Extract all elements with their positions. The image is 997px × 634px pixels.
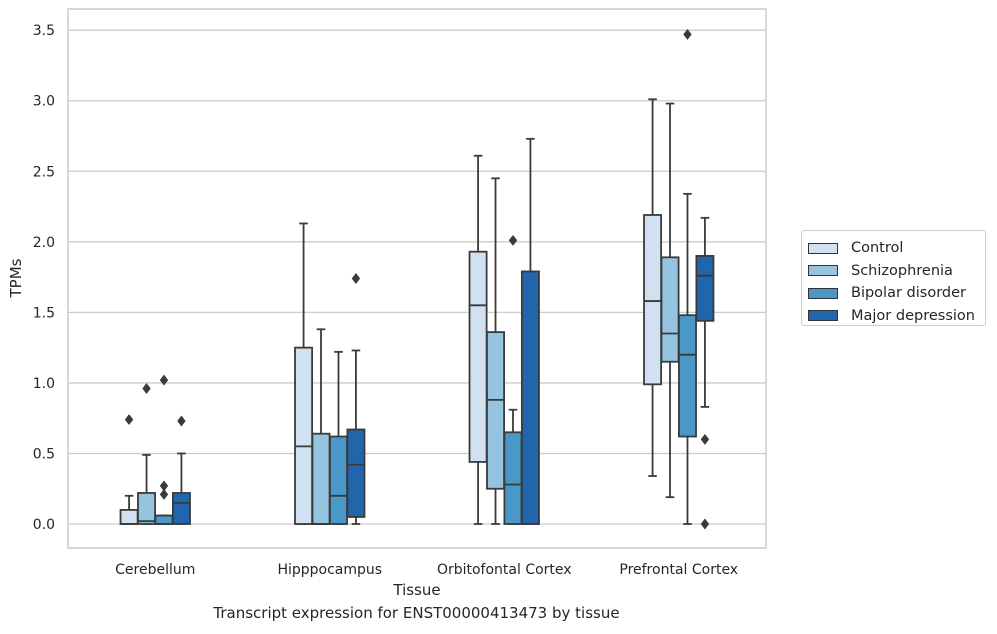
box-iqr: [486, 331, 505, 490]
box-iqr: [520, 270, 540, 525]
outlier-point: [351, 273, 361, 284]
outlier-point: [159, 374, 169, 386]
boxplot-marks: [119, 28, 715, 530]
box-major-depression-prefrontal-cortex: [695, 216, 715, 530]
x-axis-label: Tissue: [392, 581, 440, 599]
box-iqr: [154, 514, 174, 525]
legend-label-schizophrenia: Schizophrenia: [851, 262, 953, 279]
box-bipolar-disorder-prefrontal-cortex: [678, 28, 697, 525]
outlier-point: [159, 480, 169, 492]
y-tick-label: 0.5: [33, 446, 55, 462]
y-tick-label: 2.5: [33, 164, 55, 180]
y-tick-label: 3.5: [33, 23, 55, 39]
legend-label-bipolar-disorder: Bipolar disorder: [851, 285, 966, 302]
box-bipolar-disorder-orbitofontal-cortex: [503, 234, 523, 525]
box-bipolar-disorder-hipppocampus: [329, 350, 348, 525]
box-major-depression-orbitofontal-cortex: [520, 137, 540, 525]
x-tick-label: Orbitofontal Cortex: [437, 562, 572, 578]
box-iqr: [346, 428, 366, 518]
legend-item-schizophrenia: Schizophrenia: [808, 260, 985, 283]
box-iqr: [468, 250, 488, 463]
legend-swatch-bipolar-disorder: [808, 287, 838, 299]
box-iqr: [695, 255, 715, 322]
box-iqr: [171, 492, 191, 525]
box-iqr: [311, 432, 331, 525]
box-iqr: [119, 509, 139, 525]
box-schizophrenia-cerebellum: [137, 383, 156, 525]
box-bipolar-disorder-cerebellum: [154, 374, 174, 525]
legend-swatch-major-depression: [808, 310, 838, 322]
box-iqr: [294, 346, 314, 525]
box-schizophrenia-hipppocampus: [311, 328, 331, 525]
box-control-cerebellum: [119, 414, 139, 525]
box-control-hipppocampus: [294, 222, 314, 525]
x-tick-label: Hipppocampus: [277, 562, 382, 578]
x-tick-label: Cerebellum: [115, 562, 195, 578]
box-control-prefrontal-cortex: [643, 98, 663, 477]
legend-item-major-depression: Major depression: [808, 305, 985, 328]
legend-item-bipolar-disorder: Bipolar disorder: [808, 282, 985, 305]
y-tick-label: 3.0: [33, 94, 55, 110]
box-iqr: [660, 256, 680, 363]
outlier-point: [700, 518, 710, 530]
outlier-point: [508, 234, 518, 246]
legend-label-control: Control: [851, 240, 904, 257]
y-tick-label: 0.0: [33, 517, 55, 533]
box-schizophrenia-prefrontal-cortex: [660, 102, 680, 499]
box-schizophrenia-orbitofontal-cortex: [486, 177, 505, 525]
box-iqr: [503, 431, 523, 525]
outlier-point: [142, 383, 151, 395]
legend-swatch-schizophrenia: [808, 265, 838, 277]
outlier-point: [124, 414, 134, 426]
legend: Control Schizophrenia Bipolar disorder M…: [801, 230, 986, 326]
plot-frame: [67, 8, 767, 549]
box-major-depression-cerebellum: [171, 415, 191, 525]
y-tick-label: 1.5: [33, 305, 55, 321]
x-tick-label: Prefrontal Cortex: [619, 562, 738, 578]
x-tick-labels: Cerebellum Hipppocampus Orbitofontal Corte…: [115, 562, 738, 578]
outlier-point: [159, 488, 169, 500]
box-major-depression-hipppocampus: [346, 273, 366, 525]
outlier-point: [177, 415, 186, 427]
legend-item-control: Control: [808, 237, 985, 260]
y-axis-label: TPMs: [7, 258, 25, 298]
legend-swatch-control: [808, 242, 838, 254]
y-tick-labels: 0.0 0.5 1.0 1.5 2.0 2.5 3.0 3.5: [33, 23, 55, 533]
outlier-point: [700, 433, 710, 445]
outlier-point: [683, 28, 692, 40]
y-tick-label: 1.0: [33, 376, 55, 392]
y-tick-label: 2.0: [33, 235, 55, 251]
box-iqr: [329, 435, 348, 525]
box-iqr: [678, 314, 697, 438]
box-iqr: [137, 492, 156, 525]
box-iqr: [643, 214, 663, 386]
chart-caption: Transcript expression for ENST0000041347…: [213, 604, 620, 622]
legend-label-major-depression: Major depression: [851, 307, 975, 324]
box-control-orbitofontal-cortex: [468, 154, 488, 525]
